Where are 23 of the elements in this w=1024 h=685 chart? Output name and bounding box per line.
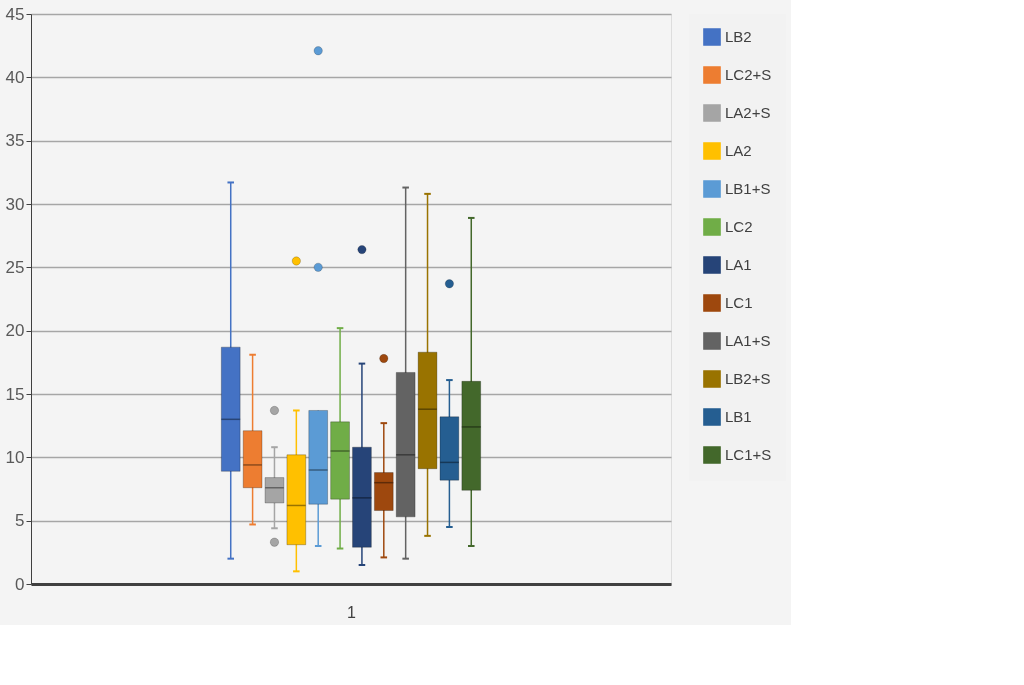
legend-label: LC2 [725, 218, 753, 235]
y-tick-label: 10 [5, 447, 25, 467]
legend-label: LC2+S [725, 66, 772, 83]
legend-label: LC1 [725, 294, 753, 311]
y-tick-label: 0 [15, 574, 25, 594]
y-tick-label: 45 [5, 4, 25, 24]
y-tick-label: 15 [5, 384, 25, 404]
legend-label: LB1+S [725, 180, 771, 197]
y-tick-label: 30 [5, 194, 25, 214]
y-tick-label: 25 [5, 257, 25, 277]
y-tick-label: 40 [5, 67, 25, 87]
legend-label: LB2+S [725, 370, 771, 387]
legend-label: LA1 [725, 256, 752, 273]
legend-label: LA2 [725, 142, 752, 159]
y-tick-label: 20 [5, 321, 25, 341]
legend-label: LA2+S [725, 104, 771, 121]
x-tick-label: 1 [347, 603, 357, 621]
legend-label: LA1+S [725, 332, 771, 349]
y-tick-label: 35 [5, 131, 25, 151]
legend-label: LB2 [725, 28, 752, 45]
legend-label: LC1+S [725, 446, 772, 463]
y-tick-label: 5 [15, 511, 25, 531]
legend-label: LB1 [725, 408, 752, 425]
